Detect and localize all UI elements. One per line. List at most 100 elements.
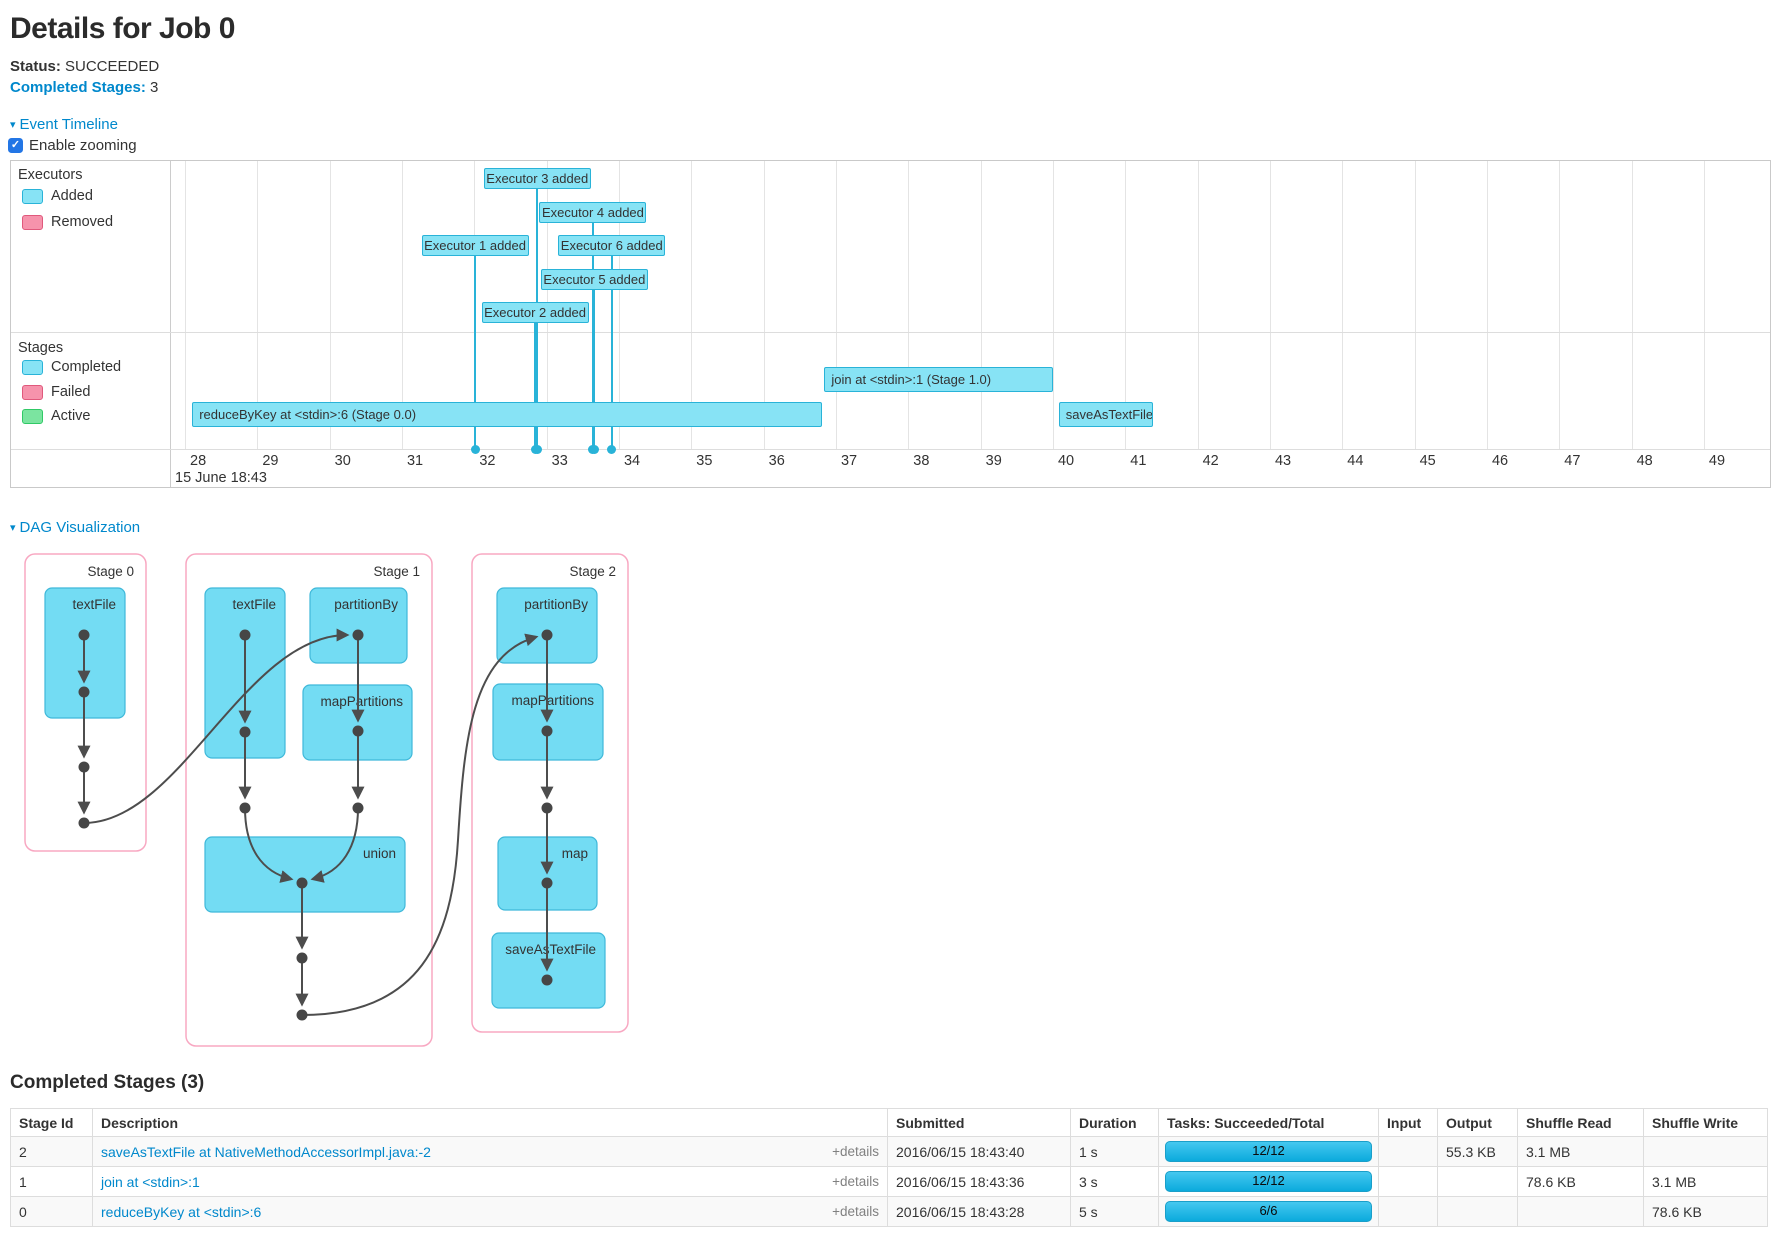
dag-node-dot	[541, 725, 553, 737]
dag-node-dot	[352, 802, 364, 814]
axis-tick-label: 40	[1057, 453, 1075, 469]
timeline-executor-item[interactable]: Executor 4 added	[539, 202, 647, 223]
completed-stages-link[interactable]: Completed Stages:	[10, 79, 146, 96]
dag-node-dot	[239, 802, 251, 814]
completed-stages-table: Stage Id Description Submitted Duration Task…	[10, 1108, 1768, 1227]
status-value: SUCCEEDED	[65, 58, 160, 75]
task-progress-bar: 12/12	[1165, 1141, 1372, 1162]
timeline-event-dot	[607, 445, 617, 454]
grid-line	[1269, 161, 1271, 449]
grid-line	[1125, 161, 1127, 449]
dag-edge	[244, 807, 294, 883]
duration-cell: 1 s	[1070, 1136, 1159, 1167]
axis-tick-label: 42	[1202, 453, 1219, 469]
timeline-stage-bar[interactable]: reduceByKey at <stdin>:6 (Stage 0.0)	[192, 402, 823, 427]
table-row: 1 +details join at <stdin>:1 2016/06/15 18:…	[10, 1166, 1768, 1197]
event-timeline-label: Event Timeline	[19, 116, 118, 133]
enable-zooming-checkbox[interactable]: ✓	[8, 138, 23, 153]
timeline-stage-bar[interactable]: join at <stdin>:1 (Stage 1.0)	[824, 367, 1053, 392]
tasks-cell: 12/12	[1158, 1166, 1379, 1197]
dag-node-dot	[78, 761, 90, 773]
event-timeline-toggle[interactable]: ▾ Event Timeline	[10, 116, 118, 133]
dag-visualization-label: DAG Visualization	[19, 519, 141, 536]
timeline-executor-item[interactable]: Executor 2 added	[481, 302, 589, 323]
timeline-event-line	[591, 223, 594, 449]
submitted-cell: 2016/06/15 18:43:40	[887, 1136, 1071, 1167]
input-cell	[1378, 1166, 1438, 1197]
column-header[interactable]: Input	[1378, 1108, 1438, 1137]
grid-line	[980, 161, 982, 449]
grid-line	[1486, 161, 1488, 449]
details-toggle[interactable]: +details	[832, 1173, 879, 1189]
axis-tick-label: 43	[1274, 453, 1292, 469]
column-header[interactable]: Stage Id	[10, 1108, 93, 1137]
legend-swatch-active	[22, 409, 43, 424]
dag-node-dot	[78, 629, 90, 641]
description-cell: +details saveAsTextFile at NativeMethodAc…	[92, 1136, 888, 1167]
timeline-executor-item[interactable]: Executor 5 added	[540, 269, 648, 290]
submitted-cell: 2016/06/15 18:43:36	[887, 1166, 1071, 1197]
dag-stage-label: Stage 2	[569, 564, 616, 579]
shuffle-write-cell: 78.6 KB	[1643, 1196, 1768, 1227]
stages-legend-title: Stages	[18, 340, 64, 356]
dag-operation-label: saveAsTextFile	[505, 942, 596, 957]
grid-line	[257, 161, 259, 449]
timeline-event-line	[593, 290, 596, 449]
column-header[interactable]: Shuffle Read	[1517, 1108, 1644, 1137]
shuffle-write-cell: 3.1 MB	[1643, 1166, 1768, 1197]
table-header-row: Stage Id Description Submitted Duration Task…	[10, 1108, 1768, 1137]
stage-description-link[interactable]: join at <stdin>:1	[101, 1173, 200, 1190]
task-progress-bar: 6/6	[1165, 1201, 1372, 1222]
dag-node-dot	[296, 952, 308, 964]
tasks-cell: 12/12	[1158, 1136, 1379, 1167]
column-header[interactable]: Output	[1437, 1108, 1518, 1137]
legend-swatch-added	[22, 189, 43, 204]
dag-stage-label: Stage 0	[87, 564, 134, 579]
timeline-executor-item[interactable]: Executor 6 added	[558, 235, 666, 256]
completed-stages-count: 3	[150, 79, 159, 96]
event-timeline-chart: Executors Added Removed Stages Completed Fail…	[10, 160, 1771, 488]
dag-node-dot	[541, 802, 553, 814]
timeline-event-line	[474, 256, 477, 449]
dag-operation-label: partitionBy	[524, 597, 588, 612]
column-header[interactable]: Duration	[1070, 1108, 1159, 1137]
timeline-executor-item[interactable]: Executor 1 added	[421, 235, 529, 256]
grid-line	[618, 161, 620, 449]
dag-node-dot	[541, 974, 553, 986]
column-header[interactable]: Submitted	[887, 1108, 1071, 1137]
output-cell: 55.3 KB	[1437, 1136, 1518, 1167]
details-toggle[interactable]: +details	[832, 1143, 879, 1159]
timeline-stage-bar[interactable]: saveAsTextFile	[1058, 402, 1153, 427]
dag-operation-label: textFile	[72, 597, 116, 612]
stage-description-link[interactable]: saveAsTextFile at NativeMethodAccessorIm…	[101, 1143, 431, 1160]
column-header[interactable]: Tasks: Succeeded/Total	[1158, 1108, 1379, 1137]
dag-visualization-toggle[interactable]: ▾ DAG Visualization	[10, 519, 140, 536]
legend-label-failed: Failed	[51, 383, 91, 400]
timeline-executor-item[interactable]: Executor 3 added	[483, 168, 591, 189]
grid-line	[185, 161, 186, 449]
dag-operation-label: textFile	[232, 597, 276, 612]
axis-tick-label: 31	[406, 453, 424, 469]
legend-label-completed: Completed	[51, 359, 122, 375]
details-toggle[interactable]: +details	[832, 1203, 879, 1219]
grid-line	[908, 161, 910, 449]
grid-line	[1197, 161, 1199, 449]
dag-operation-label: mapPartitions	[320, 694, 403, 709]
legend-label-added: Added	[51, 188, 93, 204]
input-cell	[1378, 1196, 1438, 1227]
legend-divider	[170, 161, 171, 487]
column-header[interactable]: Description	[92, 1108, 888, 1137]
legend-label-removed: Removed	[51, 214, 114, 230]
stage-id-cell: 2	[10, 1136, 93, 1167]
output-cell	[1437, 1196, 1518, 1227]
column-header[interactable]: Shuffle Write	[1643, 1108, 1768, 1137]
stage-description-link[interactable]: reduceByKey at <stdin>:6	[101, 1203, 262, 1220]
shuffle-read-cell: 3.1 MB	[1517, 1136, 1644, 1167]
input-cell	[1378, 1136, 1438, 1167]
page-title: Details for Job 0	[10, 12, 235, 45]
tasks-cell: 6/6	[1158, 1196, 1379, 1227]
task-progress-bar: 12/12	[1165, 1171, 1372, 1192]
axis-tick-label: 39	[985, 453, 1002, 469]
shuffle-read-cell: 78.6 KB	[1517, 1166, 1644, 1197]
timeline-event-dot	[589, 445, 599, 454]
